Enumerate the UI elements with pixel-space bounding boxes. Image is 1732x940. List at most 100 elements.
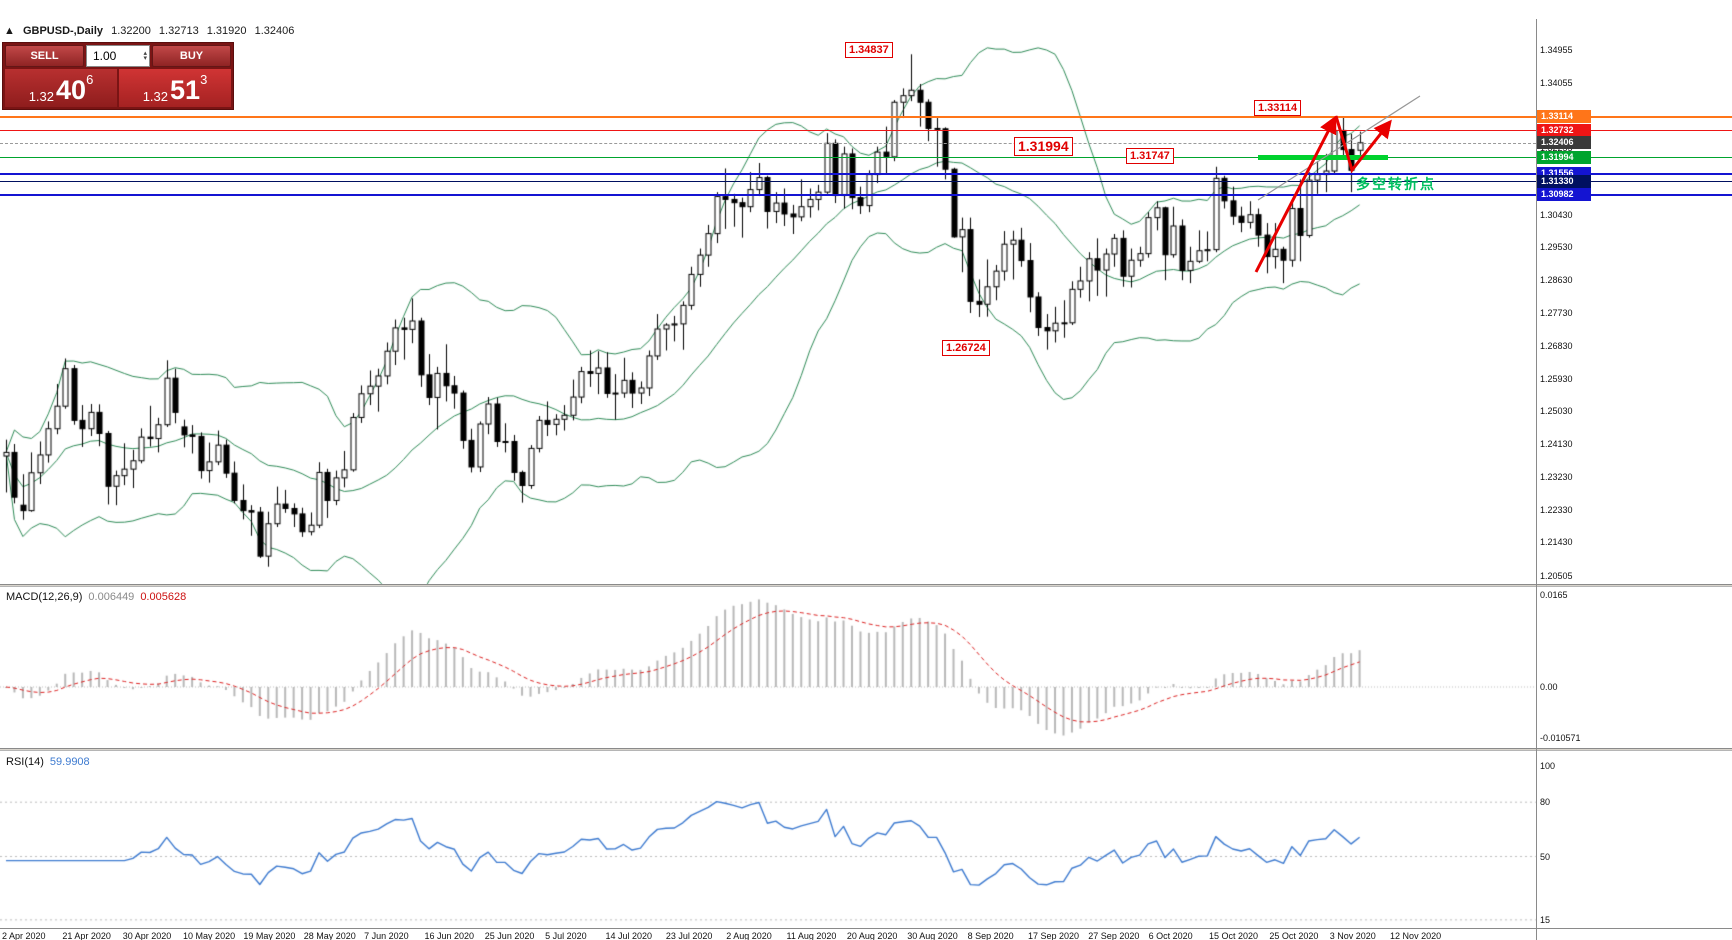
date-tick-label: 25 Jun 2020 xyxy=(484,931,535,940)
price-tick-label: 1.34955 xyxy=(1540,45,1573,55)
price-annotation-1.31747[interactable]: 1.31747 xyxy=(1126,148,1174,164)
date-tick-label: 6 Oct 2020 xyxy=(1148,931,1193,940)
stepper-down-icon[interactable]: ▾ xyxy=(143,55,147,62)
rsi-tick-label: 50 xyxy=(1540,851,1551,862)
date-tick-label: 27 Sep 2020 xyxy=(1088,931,1140,940)
current-price-line xyxy=(0,142,1536,144)
caption-symbol: GBPUSD-,Daily xyxy=(22,25,104,37)
date-tick-label: 25 Oct 2020 xyxy=(1269,931,1319,940)
volume-stepper[interactable]: ▴ ▾ xyxy=(143,50,147,62)
chart-caption: ▲ GBPUSD-,Daily 1.32200 1.32713 1.31920 … xyxy=(4,25,299,37)
price-axis-line xyxy=(1536,19,1537,940)
current-price-marker: 1.32406 xyxy=(1537,135,1591,149)
price-tick-label: 1.22330 xyxy=(1540,504,1573,515)
price-tick-label: 1.23230 xyxy=(1540,471,1573,482)
red-up-arrow[interactable] xyxy=(1254,115,1337,273)
date-tick-label: 2 Aug 2020 xyxy=(726,931,772,940)
date-tick-label: 11 Aug 2020 xyxy=(786,931,837,940)
sell-button[interactable]: SELL xyxy=(5,45,84,67)
volume-value: 1.00 xyxy=(93,49,117,63)
buy-price-big: 51 xyxy=(170,75,201,105)
macd-tick-label: 0.0165 xyxy=(1540,590,1568,601)
macd-signal-value: 0.005628 xyxy=(140,591,187,603)
price-tick-label: 1.24130 xyxy=(1540,439,1573,450)
chinese-note-label[interactable]: 多空转折点 xyxy=(1356,176,1436,192)
hline-1.32732[interactable] xyxy=(0,130,1732,132)
date-tick-label: 12 Nov 2020 xyxy=(1390,931,1442,940)
price-tick-label: 1.26830 xyxy=(1540,340,1573,351)
price-annotation-1.34837[interactable]: 1.34837 xyxy=(845,42,893,58)
rsi-label: RSI(14) 59.9908 xyxy=(6,756,90,768)
hline-1.30982[interactable] xyxy=(0,193,1732,196)
price-tick-label: 1.20505 xyxy=(1540,570,1573,581)
price-marker-1.30982: 1.30982 xyxy=(1537,187,1591,201)
caption-low: 1.31920 xyxy=(206,25,247,37)
rsi-value: 59.9908 xyxy=(49,756,90,768)
gray-trendline[interactable] xyxy=(1257,95,1421,201)
price-tick-label: 1.25930 xyxy=(1540,373,1573,384)
date-tick-label: 19 May 2020 xyxy=(243,931,296,940)
date-tick-label: 16 Jun 2020 xyxy=(424,931,474,940)
stepper-up-icon[interactable]: ▴ xyxy=(143,50,147,57)
price-tick-label: 1.28630 xyxy=(1540,275,1573,286)
date-tick-label: 14 Jul 2020 xyxy=(605,931,653,940)
date-tick-label: 15 Oct 2020 xyxy=(1209,931,1259,940)
buy-button[interactable]: BUY xyxy=(152,45,231,67)
buy-price[interactable]: 1.32 51 3 xyxy=(119,69,231,107)
macd-main-value: 0.006449 xyxy=(88,591,135,603)
date-tick-label: 7 Jun 2020 xyxy=(364,931,409,940)
date-tick-label: 3 Nov 2020 xyxy=(1329,931,1376,940)
hline-1.31556[interactable] xyxy=(0,172,1732,175)
volume-input[interactable]: 1.00 ▴ ▾ xyxy=(86,45,150,67)
caption-close: 1.32406 xyxy=(254,25,295,37)
price-annotation-1.26724[interactable]: 1.26724 xyxy=(942,340,990,356)
hline-1.31330[interactable] xyxy=(0,181,1732,183)
date-tick-label: 8 Sep 2020 xyxy=(967,931,1014,940)
oneclick-collapse-icon[interactable]: ▲ xyxy=(4,25,15,37)
price-marker-1.33114: 1.33114 xyxy=(1537,110,1591,123)
price-tick-label: 1.25030 xyxy=(1540,406,1573,417)
hline-1.33114[interactable] xyxy=(0,116,1732,118)
rsi-tick-label: 100 xyxy=(1540,761,1556,771)
sell-price-prefix: 1.32 xyxy=(28,89,55,104)
sell-price-big: 40 xyxy=(56,75,87,105)
date-tick-label: 2 Apr 2020 xyxy=(2,931,46,940)
sell-price-sup: 6 xyxy=(86,72,94,87)
panel-separator-rsi[interactable] xyxy=(0,748,1732,751)
price-marker-1.31994: 1.31994 xyxy=(1537,150,1591,164)
price-annotation-1.31994[interactable]: 1.31994 xyxy=(1014,137,1073,156)
caption-open: 1.32200 xyxy=(111,25,151,37)
price-annotation-1.33114[interactable]: 1.33114 xyxy=(1254,100,1302,116)
price-marker-1.31330: 1.31330 xyxy=(1537,174,1591,188)
date-tick-label: 28 May 2020 xyxy=(303,931,356,940)
price-tick-label: 1.34055 xyxy=(1540,77,1573,88)
date-tick-label: 23 Jul 2020 xyxy=(665,931,713,940)
price-marker-1.32732: 1.32732 xyxy=(1537,123,1591,137)
date-tick-label: 21 Apr 2020 xyxy=(62,931,111,940)
price-tick-label: 1.21430 xyxy=(1540,537,1573,548)
panel-separator-macd[interactable] xyxy=(0,584,1732,587)
date-tick-label: 17 Sep 2020 xyxy=(1027,931,1079,940)
macd-title: MACD(12,26,9) xyxy=(6,591,83,603)
macd-tick-label: -0.010571 xyxy=(1540,733,1581,743)
rsi-tick-label: 15 xyxy=(1540,914,1551,925)
buy-price-sup: 3 xyxy=(200,72,208,87)
one-click-trading-panel: SELL 1.00 ▴ ▾ BUY 1.32 40 6 1.32 51 3 xyxy=(2,42,234,110)
date-tick-label: 30 Apr 2020 xyxy=(122,931,172,940)
price-tick-label: 1.29530 xyxy=(1540,242,1573,253)
rsi-title: RSI(14) xyxy=(6,756,44,768)
rsi-tick-label: 80 xyxy=(1540,797,1551,808)
caption-high: 1.32713 xyxy=(158,25,199,37)
red-zigzag-arrow[interactable] xyxy=(1334,115,1392,174)
buy-price-prefix: 1.32 xyxy=(142,89,169,104)
hline-1.31994[interactable] xyxy=(0,157,1732,159)
macd-tick-label: 0.00 xyxy=(1540,682,1558,692)
macd-label: MACD(12,26,9) 0.006449 0.005628 xyxy=(6,591,186,603)
date-tick-label: 30 Aug 2020 xyxy=(907,931,958,940)
date-tick-label: 10 May 2020 xyxy=(183,931,236,940)
date-axis-line xyxy=(0,928,1732,929)
sell-price[interactable]: 1.32 40 6 xyxy=(5,69,117,107)
